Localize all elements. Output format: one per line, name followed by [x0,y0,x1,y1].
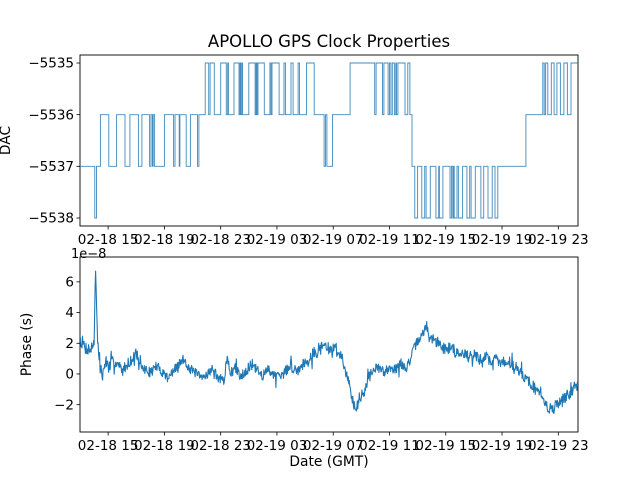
x-tick-label: 02-19 23 [528,438,589,454]
y-tick-label: 2 [65,336,74,352]
x-tick-label: 02-19 03 [247,232,308,248]
x-tick-label: 02-19 11 [359,232,420,248]
axes-spines [79,54,579,227]
x-tick-label: 02-18 23 [190,438,251,454]
x-tick-label: 02-19 19 [472,232,533,248]
phase-axis-label: Phase (s) [19,313,35,377]
x-tick-label: 02-19 07 [303,232,364,248]
date-axis-label: Date (GMT) [289,454,368,470]
x-tick-label: 02-18 15 [78,232,139,248]
axes-spines [79,256,579,433]
phase-series-line [80,270,578,415]
x-tick-label: 02-19 07 [303,438,364,454]
y-tick-label: 0 [65,367,74,383]
y-tick-label: −2 [54,397,74,413]
dac-series-line [80,62,578,219]
x-tick-label: 02-18 23 [190,232,251,248]
x-tick-label: 02-19 03 [247,438,308,454]
y-tick-label: −5538 [28,211,74,227]
x-tick-label: 02-19 11 [359,438,420,454]
y-tick-label: −5535 [28,56,74,72]
x-tick-label: 02-19 19 [472,438,533,454]
x-tick-label: 02-19 23 [528,232,589,248]
chart-title: APOLLO GPS Clock Properties [208,32,450,51]
y-offset-exponent-label: 1e−8 [71,247,106,262]
y-tick-label: −5536 [28,107,74,123]
x-tick-label: 02-18 19 [134,232,195,248]
y-tick-label: 4 [65,305,74,321]
x-tick-label: 02-19 15 [415,232,476,248]
x-tick-label: 02-18 19 [134,438,195,454]
y-tick-label: −5537 [28,159,74,175]
x-tick-label: 02-18 15 [78,438,139,454]
y-tick-label: 6 [65,274,74,290]
dac-axis-label: DAC [0,126,14,155]
x-tick-label: 02-19 15 [415,438,476,454]
